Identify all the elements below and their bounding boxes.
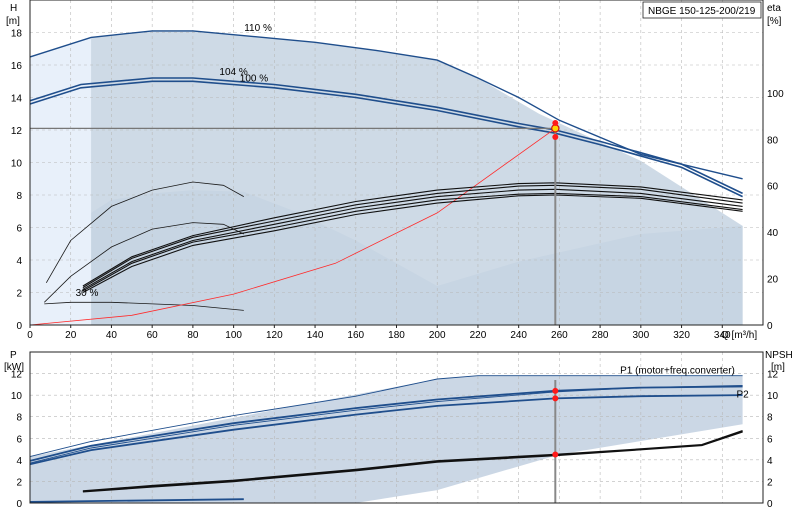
top-y-right-unit: [%]: [767, 16, 782, 27]
eta-tick-label: 0: [767, 321, 773, 332]
x-tick-label: 0: [27, 330, 33, 341]
speed-curve-label: 100 %: [240, 73, 268, 84]
head-curve-3: [29, 80, 743, 198]
head-curve-5: [45, 181, 244, 283]
x-tick-label: 260: [551, 330, 568, 341]
x-tick-label: 40: [106, 330, 118, 341]
power-curve-4: [29, 394, 743, 466]
npsh-tick-label: 6: [767, 434, 773, 445]
power-point-marker: [552, 387, 559, 394]
head-tick-label: 16: [11, 61, 23, 72]
head-curve-6: [44, 222, 244, 303]
x-tick-label: 80: [187, 330, 199, 341]
bottom-y-right-unit: [m]: [771, 362, 785, 373]
power-curve-6: [82, 431, 743, 493]
background-layer: [30, 0, 763, 503]
title-box: [642, 1, 762, 19]
npsh-tick-label: 10: [767, 391, 779, 402]
x-tick-label: 240: [510, 330, 527, 341]
power-curve-label: P2: [737, 389, 750, 400]
efficiency-curve-3: [82, 188, 743, 290]
x-tick-label: 140: [307, 330, 324, 341]
eta-tick-label: 20: [767, 275, 779, 286]
x-tick-label: 120: [266, 330, 283, 341]
efficiency-curve-1: [82, 182, 743, 287]
text-layer: H [m] eta [%] Q [m³/h] P [kW] NPSH [m] N…: [4, 1, 793, 510]
marks-layer: [551, 120, 560, 458]
curve-layer: [29, 30, 743, 503]
x-tick-label: 220: [470, 330, 487, 341]
bottom-panel-frame: [29, 351, 764, 504]
head-curve-4: [44, 301, 244, 311]
npsh-tick-label: 8: [767, 413, 773, 424]
x-tick-label: 340: [714, 330, 731, 341]
x-tick-label: 160: [347, 330, 364, 341]
head-tick-label: 0: [16, 321, 22, 332]
x-tick-label: 60: [147, 330, 159, 341]
chart-title: NBGE 150-125-200/219: [648, 6, 756, 17]
x-tick-label: 200: [429, 330, 446, 341]
head-tick-label: 4: [16, 256, 22, 267]
power-tick-label: 0: [16, 499, 22, 510]
power-band: [30, 375, 743, 503]
head-tick-label: 2: [16, 289, 22, 300]
power-tick-label: 12: [11, 370, 23, 381]
power-tick-label: 6: [16, 434, 22, 445]
power-point-marker: [552, 395, 559, 402]
speed-curve-label: 30 %: [76, 288, 99, 299]
power-tick-label: 2: [16, 477, 22, 488]
head-curve-1: [29, 30, 743, 180]
head-tick-label: 6: [16, 224, 22, 235]
x-tick-label: 20: [65, 330, 77, 341]
x-tick-label: 280: [592, 330, 609, 341]
speed-curve-label: 104 %: [219, 67, 247, 78]
efficiency-point-marker: [552, 133, 559, 140]
low-flow-region: [30, 37, 92, 326]
head-tick-label: 10: [11, 159, 23, 170]
bottom-y-left-unit: [kW]: [4, 362, 24, 373]
power-tick-label: 8: [16, 413, 22, 424]
top-y-right-label: eta: [767, 3, 781, 14]
eta-tick-label: 60: [767, 182, 779, 193]
head-tick-label: 14: [11, 94, 23, 105]
head-tick-label: 8: [16, 191, 22, 202]
eta-tick-label: 80: [767, 135, 779, 146]
x-tick-label: 100: [225, 330, 242, 341]
eta-tick-label: 40: [767, 228, 779, 239]
bottom-y-right-label: NPSH: [765, 350, 793, 361]
power-tick-label: 10: [11, 391, 23, 402]
npsh-tick-label: 2: [767, 477, 773, 488]
operating-envelope: [30, 30, 743, 326]
x-tick-label: 180: [388, 330, 405, 341]
npsh-point-marker: [552, 451, 559, 458]
top-y-left-unit: [m]: [6, 16, 20, 27]
bottom-y-left-label: P: [10, 350, 17, 361]
eta-tick-label: 100: [767, 89, 784, 100]
axes-layer: [29, 0, 764, 504]
efficiency-curve-4: [82, 192, 743, 292]
power-curve-3: [29, 385, 743, 462]
power-tick-label: 4: [16, 456, 22, 467]
top-y-left-label: H: [10, 3, 17, 14]
grid-layer: [30, 0, 763, 503]
head-tick-label: 12: [11, 126, 23, 137]
x-tick-label: 300: [632, 330, 649, 341]
head-curve-2: [29, 77, 743, 195]
efficiency-curve-5: [82, 194, 743, 293]
head-tick-label: 18: [11, 29, 23, 40]
npsh-tick-label: 4: [767, 456, 773, 467]
x-tick-label: 320: [673, 330, 690, 341]
x-axis-label: Q [m³/h]: [721, 330, 757, 341]
power-curve-1: [29, 375, 743, 458]
npsh-tick-label: 0: [767, 499, 773, 510]
efficiency-point-marker: [552, 120, 559, 127]
npsh-tick-label: 12: [767, 370, 779, 381]
speed-curve-label: 110 %: [244, 23, 272, 34]
efficiency-curve-2: [82, 184, 743, 289]
power-curve-7: [29, 498, 244, 503]
power-curve-label: P1 (motor+freq.converter): [620, 366, 735, 377]
